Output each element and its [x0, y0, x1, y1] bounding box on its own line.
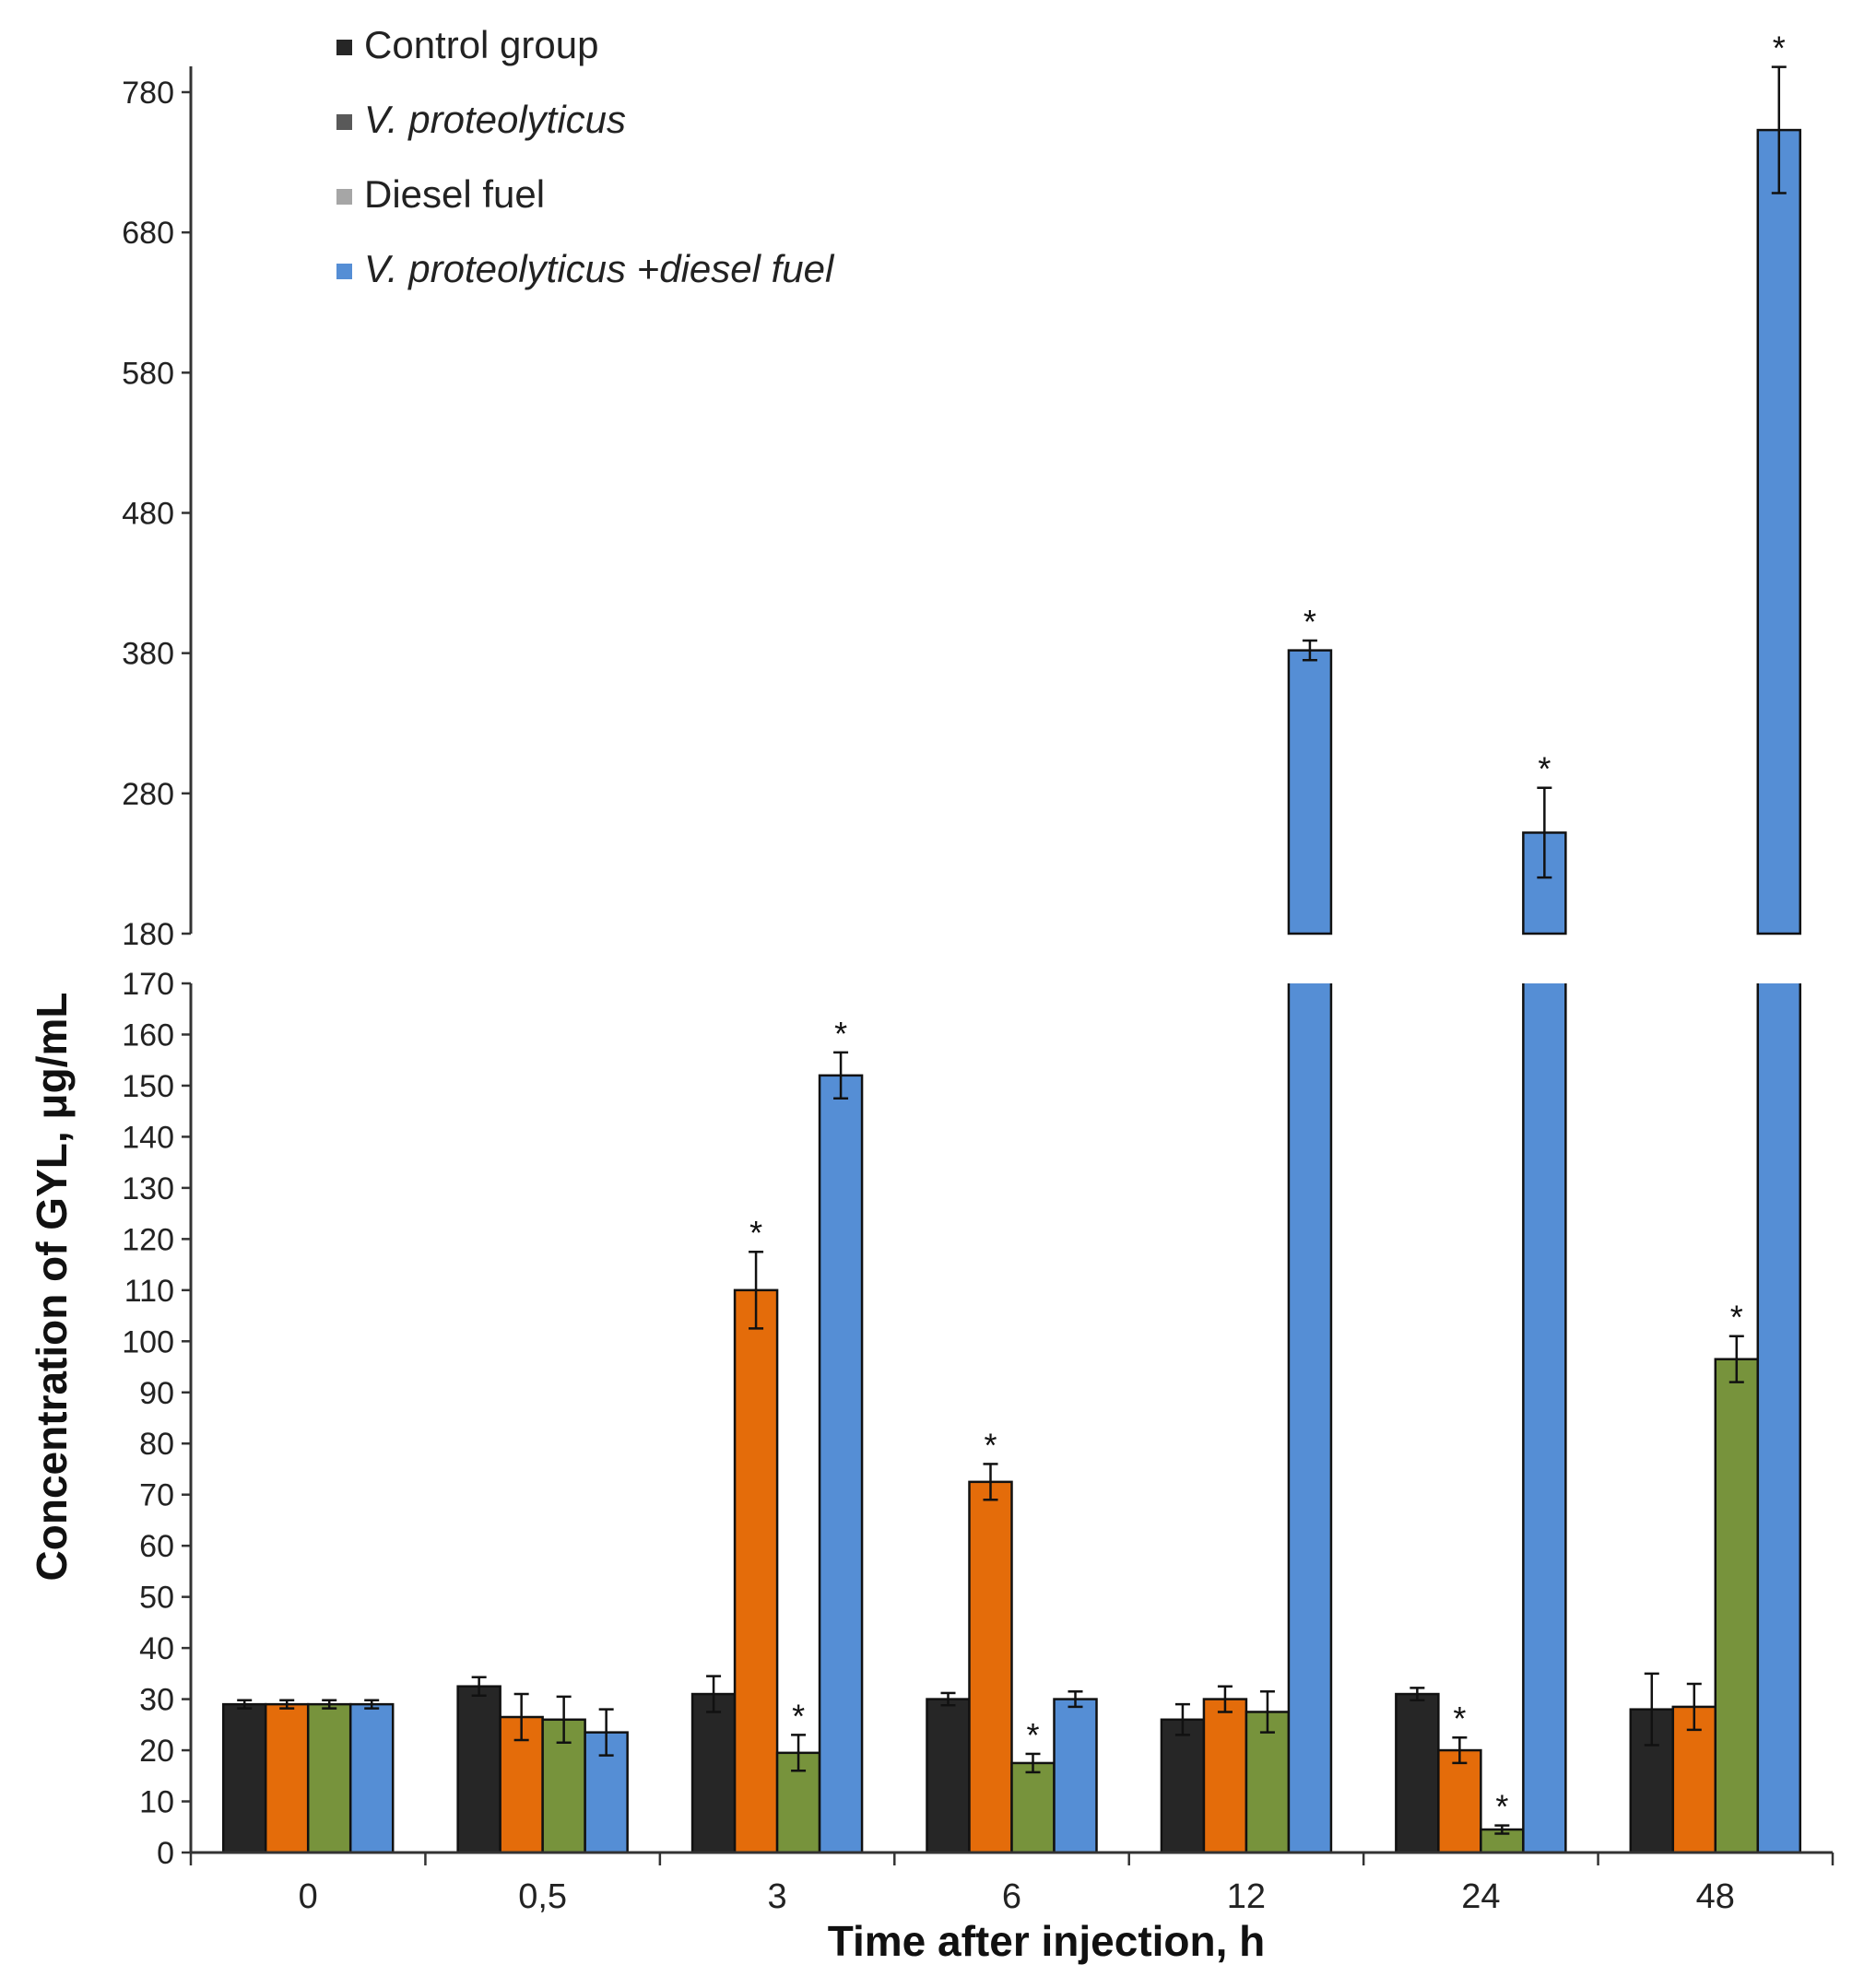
significance-markers-group: * * * * * * * * * * *: [749, 29, 1786, 1826]
lower-y-tick-label: 80: [139, 1427, 174, 1462]
significance-star: *: [1453, 1700, 1466, 1737]
bar: [690, 1692, 737, 1854]
upper-y-tick-label: 480: [122, 497, 174, 532]
lower-y-tick-label: 90: [139, 1376, 174, 1411]
lower-y-tick-label: 110: [124, 1274, 174, 1309]
x-axis-group: 0 0,5 3 6 12 24 48: [189, 1851, 1835, 1916]
bar: [1202, 1698, 1248, 1854]
bar-upper-segment: [1756, 128, 1802, 935]
bar: [968, 1480, 1013, 1854]
x-tick-label: 24: [1461, 1877, 1500, 1916]
x-axis-title: Time after injection, h: [828, 1917, 1266, 1965]
legend-label: V. proteolyticus: [364, 98, 626, 141]
significance-star: *: [984, 1426, 997, 1464]
bar: [348, 1702, 395, 1854]
legend: Control group V. proteolyticus Diesel fuel…: [336, 23, 835, 290]
lower-y-tick-label: 50: [139, 1581, 174, 1616]
lower-y-tick-label: 120: [122, 1222, 174, 1257]
bar: [818, 1074, 864, 1854]
legend-swatch: [336, 189, 352, 205]
x-tick-label: 0: [299, 1877, 318, 1916]
bar: [926, 1698, 971, 1854]
lower-y-tick-label: 30: [139, 1683, 174, 1718]
x-tick-label: 0,5: [518, 1877, 567, 1916]
significance-star: *: [792, 1697, 805, 1735]
legend-swatch: [336, 264, 352, 279]
legend-label: Diesel fuel: [364, 172, 545, 216]
lower-y-tick-label: 60: [139, 1529, 174, 1564]
bar-lower-segment: [1288, 983, 1331, 1853]
lower-y-tick-label: 40: [139, 1631, 174, 1666]
upper-y-tick-label: 280: [122, 777, 174, 812]
upper-axis-group: 180 280 380 480 580 680 780: [122, 66, 193, 952]
lower-y-tick-label: 160: [122, 1018, 174, 1053]
significance-star: *: [1026, 1716, 1039, 1754]
lower-y-tick-label: 70: [139, 1478, 174, 1513]
significance-star: *: [1495, 1788, 1508, 1826]
bar: [306, 1702, 352, 1854]
bar: [1010, 1761, 1056, 1854]
significance-star: *: [1730, 1299, 1743, 1336]
lower-y-tick-label: 150: [122, 1069, 174, 1104]
bar: [1395, 1692, 1440, 1854]
legend-swatch: [336, 40, 352, 55]
significance-star: *: [1773, 29, 1786, 67]
bar-lower-segment: [1757, 983, 1800, 1853]
lower-y-tick-label: 0: [157, 1836, 174, 1871]
upper-y-tick-label: 580: [122, 356, 174, 391]
significance-star: *: [834, 1015, 847, 1053]
bar: [1160, 1718, 1206, 1854]
upper-y-tick-label: 380: [122, 637, 174, 672]
upper-y-tick-label: 680: [122, 216, 174, 251]
x-tick-label: 3: [768, 1877, 787, 1916]
y-axis-title: Concentration of GYL, μg/mL: [28, 993, 76, 1582]
lower-y-tick-label: 100: [122, 1324, 174, 1359]
bar-lower-segment: [1523, 983, 1566, 1853]
error-bars-group: [237, 65, 1787, 1835]
significance-star: *: [1538, 750, 1551, 788]
lower-y-tick-label: 140: [122, 1120, 174, 1155]
bar: [1437, 1748, 1482, 1854]
lower-y-tick-label: 10: [139, 1785, 174, 1820]
legend-swatch: [336, 114, 352, 130]
bar: [1671, 1705, 1717, 1854]
bar: [264, 1702, 310, 1854]
x-tick-label: 6: [1002, 1877, 1021, 1916]
upper-y-tick-label: 180: [122, 917, 174, 952]
legend-label: V. proteolyticus +diesel fuel: [364, 247, 835, 290]
bar-upper-segment: [1287, 649, 1333, 935]
x-tick-label: 48: [1696, 1877, 1735, 1916]
significance-star: *: [1304, 603, 1316, 641]
lower-y-tick-label: 20: [139, 1734, 174, 1769]
bar: [1053, 1698, 1098, 1854]
bar: [733, 1288, 779, 1854]
legend-label: Control group: [364, 23, 598, 66]
lower-y-tick-label: 130: [122, 1171, 174, 1206]
bars-group: [221, 128, 1802, 1854]
bar: [221, 1702, 267, 1854]
upper-y-tick-label: 780: [122, 76, 174, 111]
bar: [1714, 1358, 1760, 1854]
lower-y-tick-label: 170: [122, 967, 174, 1002]
bar: [456, 1685, 501, 1854]
significance-star: *: [749, 1214, 762, 1252]
x-tick-label: 12: [1227, 1877, 1266, 1916]
lower-axis-group: 0 10 20 30 40 50 60 70 80 90 100 110 120 130 140 150 160…: [122, 967, 193, 1871]
